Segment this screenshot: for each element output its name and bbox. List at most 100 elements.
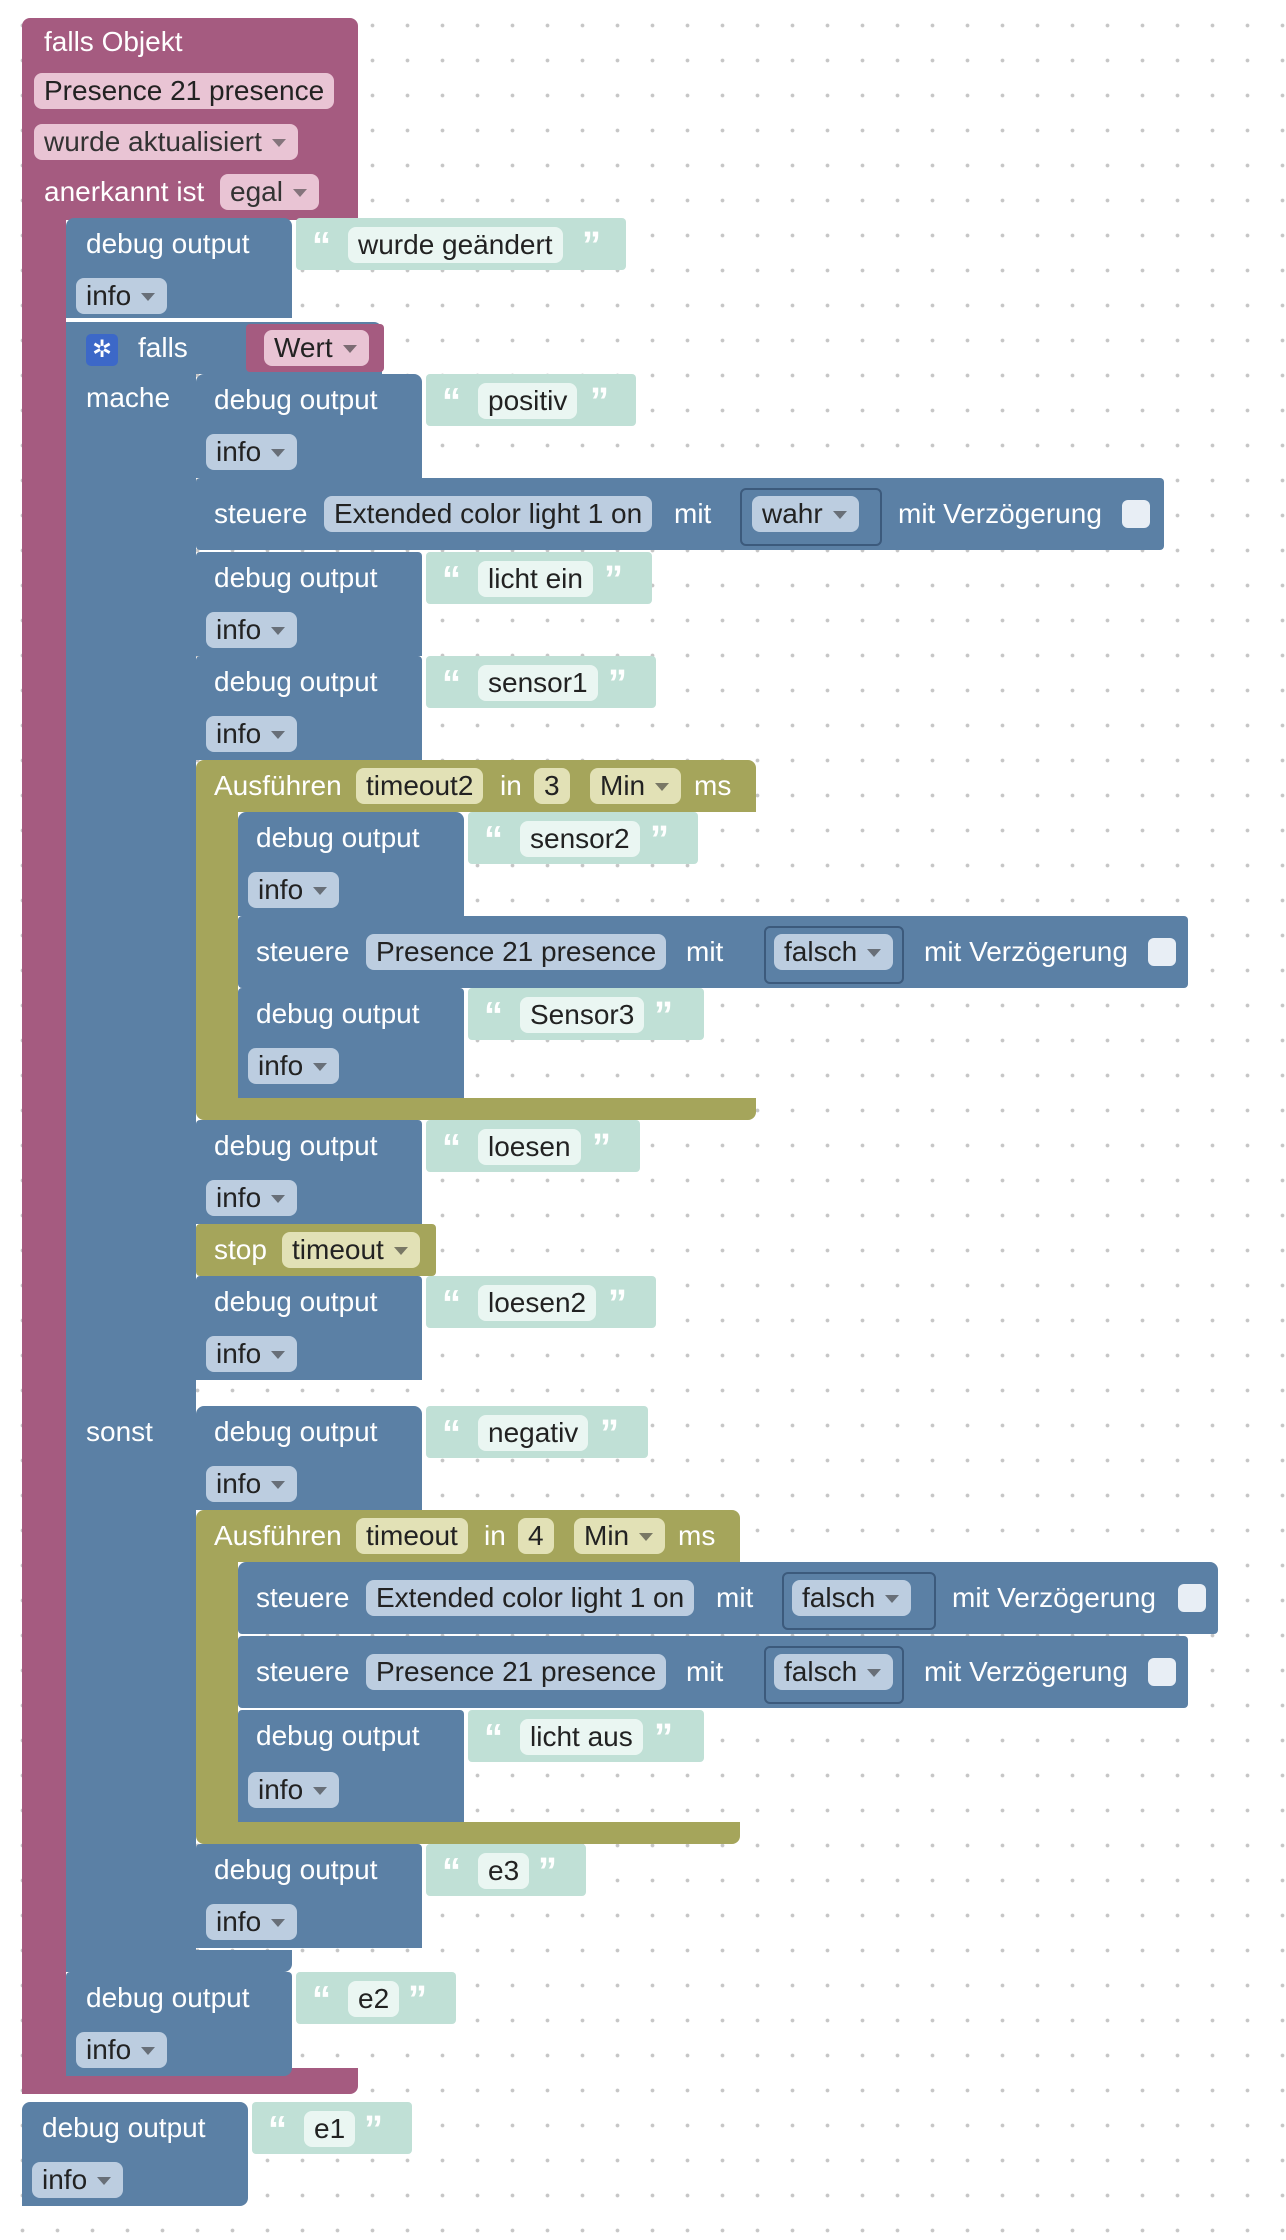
- run-label: Ausführen: [214, 770, 342, 801]
- log-level-dropdown[interactable]: info: [248, 1048, 340, 1084]
- text-value-e2[interactable]: e2: [348, 1981, 400, 2017]
- else-label: sonst: [86, 1416, 153, 1447]
- timeout-value-field[interactable]: 3: [534, 768, 570, 804]
- log-level-dropdown[interactable]: info: [206, 612, 298, 648]
- delay-label: mit Verzögerung: [924, 1656, 1128, 1687]
- control-object-light-off[interactable]: Extended color light 1 on: [366, 1580, 695, 1616]
- log-level-dropdown[interactable]: info: [206, 716, 298, 752]
- timeout-name-field[interactable]: timeout2: [356, 768, 484, 804]
- quote-open-icon: “: [312, 1979, 331, 2021]
- in-label: in: [484, 1520, 506, 1551]
- debug-label: debug output: [214, 562, 378, 593]
- log-level-dropdown[interactable]: info: [248, 872, 340, 908]
- text-value-sensor2[interactable]: sensor2: [520, 821, 640, 857]
- quote-open-icon: “: [442, 1851, 461, 1893]
- quote-close-icon: ”: [364, 2109, 383, 2151]
- quote-open-icon: “: [312, 225, 331, 267]
- timeout-block-2-footer: [196, 1822, 740, 1844]
- event-ack-label: anerkannt ist: [44, 176, 205, 207]
- log-level-dropdown[interactable]: info: [206, 1904, 298, 1940]
- quote-close-icon: ”: [608, 1283, 627, 1325]
- debug-label: debug output: [214, 1416, 378, 1447]
- debug-label: debug output: [256, 1720, 420, 1751]
- text-value-changed[interactable]: wurde geändert: [348, 227, 563, 263]
- if-label: falls: [138, 332, 188, 363]
- text-value-positiv[interactable]: positiv: [478, 383, 578, 419]
- quote-close-icon: ”: [654, 1717, 673, 1759]
- log-level-dropdown[interactable]: info: [248, 1772, 340, 1808]
- quote-open-icon: “: [442, 1413, 461, 1455]
- text-value-e3[interactable]: e3: [478, 1853, 530, 1889]
- quote-close-icon: ”: [650, 819, 669, 861]
- log-level-dropdown[interactable]: info: [76, 2032, 168, 2068]
- settings-gear-icon[interactable]: ✲: [86, 334, 118, 366]
- quote-open-icon: “: [442, 1127, 461, 1169]
- quote-close-icon: ”: [408, 1979, 427, 2021]
- event-ack-dropdown[interactable]: egal: [220, 174, 319, 210]
- delay-checkbox[interactable]: [1148, 1658, 1176, 1686]
- control-object-light-on[interactable]: Extended color light 1 on: [324, 496, 653, 532]
- timeout-block-1-footer: [196, 1098, 756, 1120]
- quote-close-icon: ”: [582, 225, 601, 267]
- timeout-unit-dropdown[interactable]: Min: [574, 1518, 666, 1554]
- debug-label: debug output: [214, 1854, 378, 1885]
- control-label: steuere: [256, 1582, 350, 1613]
- text-value-loesen2[interactable]: loesen2: [478, 1285, 597, 1321]
- with-label: mit: [674, 498, 712, 529]
- log-level-dropdown[interactable]: info: [76, 278, 168, 314]
- quote-close-icon: ”: [608, 663, 627, 705]
- text-value-loesen[interactable]: loesen: [478, 1129, 581, 1165]
- control-label: steuere: [256, 1656, 350, 1687]
- log-level-dropdown[interactable]: info: [32, 2162, 124, 2198]
- delay-checkbox[interactable]: [1178, 1584, 1206, 1612]
- log-level-dropdown[interactable]: info: [206, 1336, 298, 1372]
- delay-label: mit Verzögerung: [898, 498, 1102, 529]
- timeout-value-field[interactable]: 4: [518, 1518, 554, 1554]
- quote-open-icon: “: [442, 663, 461, 705]
- log-level-dropdown[interactable]: info: [206, 434, 298, 470]
- quote-open-icon: “: [484, 819, 503, 861]
- event-trigger-dropdown[interactable]: wurde aktualisiert: [34, 124, 298, 160]
- debug-label: debug output: [214, 1286, 378, 1317]
- stop-timeout-dropdown[interactable]: timeout: [282, 1232, 420, 1268]
- text-value-licht-ein[interactable]: licht ein: [478, 561, 593, 597]
- delay-label: mit Verzögerung: [924, 936, 1128, 967]
- delay-checkbox[interactable]: [1148, 938, 1176, 966]
- if-else-block[interactable]: [66, 322, 196, 1970]
- debug-label: debug output: [256, 822, 420, 853]
- value-slot: [740, 488, 882, 546]
- log-level-dropdown[interactable]: info: [206, 1180, 298, 1216]
- event-header-label: falls Objekt: [44, 26, 183, 57]
- in-label: in: [500, 770, 522, 801]
- timeout-name-field[interactable]: timeout: [356, 1518, 468, 1554]
- event-object-field[interactable]: Presence 21 presence: [34, 73, 335, 109]
- with-label: mit: [716, 1582, 754, 1613]
- quote-open-icon: “: [442, 559, 461, 601]
- quote-open-icon: “: [484, 1717, 503, 1759]
- text-value-e1[interactable]: e1: [304, 2111, 356, 2147]
- ms-label: ms: [694, 770, 732, 801]
- control-object-presence-off[interactable]: Presence 21 presence: [366, 1654, 667, 1690]
- stop-label: stop: [214, 1234, 267, 1265]
- log-level-dropdown[interactable]: info: [206, 1466, 298, 1502]
- text-value-sensor3[interactable]: Sensor3: [520, 997, 645, 1033]
- text-value-negativ[interactable]: negativ: [478, 1415, 589, 1451]
- control-label: steuere: [256, 936, 350, 967]
- condition-dropdown[interactable]: Wert: [264, 330, 369, 366]
- value-dropdown-light-on[interactable]: wahr: [752, 496, 859, 532]
- do-label: mache: [86, 382, 171, 413]
- quote-close-icon: ”: [592, 1127, 611, 1169]
- text-value-sensor1[interactable]: sensor1: [478, 665, 598, 701]
- quote-open-icon: “: [484, 995, 503, 1037]
- text-value-licht-aus[interactable]: licht aus: [520, 1719, 643, 1755]
- delay-checkbox[interactable]: [1122, 500, 1150, 528]
- value-dropdown-presence-reset[interactable]: falsch: [774, 934, 894, 970]
- quote-close-icon: ”: [600, 1413, 619, 1455]
- control-object-presence-reset[interactable]: Presence 21 presence: [366, 934, 667, 970]
- event-block-spine: [22, 200, 66, 2090]
- quote-close-icon: ”: [604, 559, 623, 601]
- value-dropdown-presence-off[interactable]: falsch: [774, 1654, 894, 1690]
- timeout-unit-dropdown[interactable]: Min: [590, 768, 682, 804]
- value-dropdown-light-off[interactable]: falsch: [792, 1580, 912, 1616]
- run-label: Ausführen: [214, 1520, 342, 1551]
